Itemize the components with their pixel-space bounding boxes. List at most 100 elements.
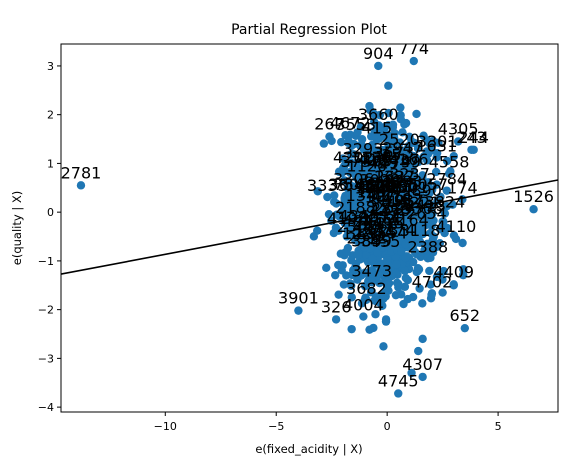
scatter-point xyxy=(398,221,407,230)
scatter-point xyxy=(346,281,356,290)
scatter-point xyxy=(436,192,445,202)
scatter-point xyxy=(401,253,410,263)
scatter-point xyxy=(426,280,435,289)
point-label: 4156 xyxy=(369,201,410,220)
point-label: 3573 xyxy=(374,143,415,162)
scatter-point xyxy=(408,292,418,302)
scatter-point xyxy=(362,251,371,260)
point-label: 1342 xyxy=(346,186,387,205)
x-tick-label: −10 xyxy=(154,420,177,433)
scatter-point xyxy=(365,325,374,334)
scatter-point xyxy=(459,270,468,280)
scatter-point xyxy=(396,247,406,256)
scatter-point xyxy=(427,146,437,155)
scatter-point xyxy=(377,148,387,157)
point-label: 746 xyxy=(369,174,400,193)
scatter-point xyxy=(76,181,86,190)
point-label: 4004 xyxy=(343,296,384,315)
point-label: 3237 xyxy=(389,165,430,184)
y-tick-label: −3 xyxy=(38,352,54,365)
point-label: 4198 xyxy=(327,209,368,228)
point-label: 3130 xyxy=(351,148,392,167)
scatter-point xyxy=(442,156,452,166)
point-label: 3306 xyxy=(333,169,374,188)
point-label: 1997 xyxy=(356,182,397,201)
scatter-point xyxy=(357,202,366,212)
scatter-point xyxy=(426,138,435,147)
scatter-point xyxy=(370,126,379,135)
scatter-point xyxy=(353,128,362,137)
scatter-point xyxy=(385,134,395,143)
scatter-point xyxy=(384,121,393,130)
scatter-point xyxy=(323,192,332,202)
x-tick-label: 0 xyxy=(384,420,391,433)
scatter-point xyxy=(378,229,387,238)
scatter-point xyxy=(399,299,408,309)
scatter-point xyxy=(418,229,428,239)
point-label: 89 xyxy=(361,231,381,250)
scatter-point xyxy=(334,290,343,299)
scatter-point xyxy=(324,209,334,219)
scatter-point xyxy=(529,205,538,214)
point-label: 3333 xyxy=(307,176,348,195)
scatter-point xyxy=(379,175,388,184)
point-label: 4164 xyxy=(358,150,399,169)
scatter-point xyxy=(313,187,322,196)
y-tick-label: 2 xyxy=(47,109,54,122)
scatter-point xyxy=(366,106,375,115)
chart-title: Partial Regression Plot xyxy=(231,22,387,38)
point-label: 2654 xyxy=(406,204,447,223)
point-label: 2252 xyxy=(357,207,398,226)
scatter-point xyxy=(361,220,371,229)
scatter-point xyxy=(349,194,358,203)
scatter-point xyxy=(432,153,441,162)
point-label: 3174 xyxy=(375,220,416,239)
y-tick-label: −4 xyxy=(38,401,54,414)
point-label: 788 xyxy=(355,179,386,198)
scatter-point xyxy=(360,268,370,277)
scatter-point xyxy=(337,137,346,147)
scatter-point xyxy=(442,186,451,195)
scatter-point xyxy=(389,240,399,249)
point-label: 4110 xyxy=(436,217,477,236)
scatter-point xyxy=(409,166,418,176)
scatter-point xyxy=(338,261,347,270)
scatter-point xyxy=(347,256,356,265)
point-label: 2520 xyxy=(379,130,420,149)
scatter-point xyxy=(435,239,445,248)
scatter-point xyxy=(400,120,409,129)
scatter-point xyxy=(394,161,403,170)
scatter-point xyxy=(360,158,369,168)
scatter-point xyxy=(377,243,387,252)
y-axis-label: e(quality | X) xyxy=(10,191,24,265)
point-label: 3323 xyxy=(358,220,399,239)
scatter-point xyxy=(432,180,441,189)
point-label: 1226 xyxy=(342,224,383,243)
scatter-point xyxy=(400,266,409,276)
scatter-point xyxy=(334,226,343,235)
scatter-point xyxy=(367,143,377,153)
point-label: 455 xyxy=(370,232,401,251)
scatter-point xyxy=(381,315,391,324)
point-label: 4345 xyxy=(339,207,380,226)
scatter-point xyxy=(397,168,406,177)
scatter-point xyxy=(375,278,384,288)
point-label: 2307 xyxy=(337,217,378,236)
scatter-point xyxy=(400,282,410,291)
point-label: 494 xyxy=(342,211,373,230)
scatter-point xyxy=(427,290,436,300)
point-label: 799 xyxy=(390,153,421,172)
scatter-point xyxy=(319,139,329,148)
scatter-point xyxy=(426,240,435,250)
y-tick-label: 0 xyxy=(47,206,54,219)
point-label: 3301 xyxy=(417,132,458,151)
scatter-point xyxy=(449,152,458,161)
scatter-point xyxy=(391,232,400,241)
scatter-point xyxy=(392,260,401,269)
point-label: 174 xyxy=(447,178,478,197)
scatter-point xyxy=(347,150,356,159)
scatter-point xyxy=(367,154,376,163)
scatter-point xyxy=(357,135,367,144)
